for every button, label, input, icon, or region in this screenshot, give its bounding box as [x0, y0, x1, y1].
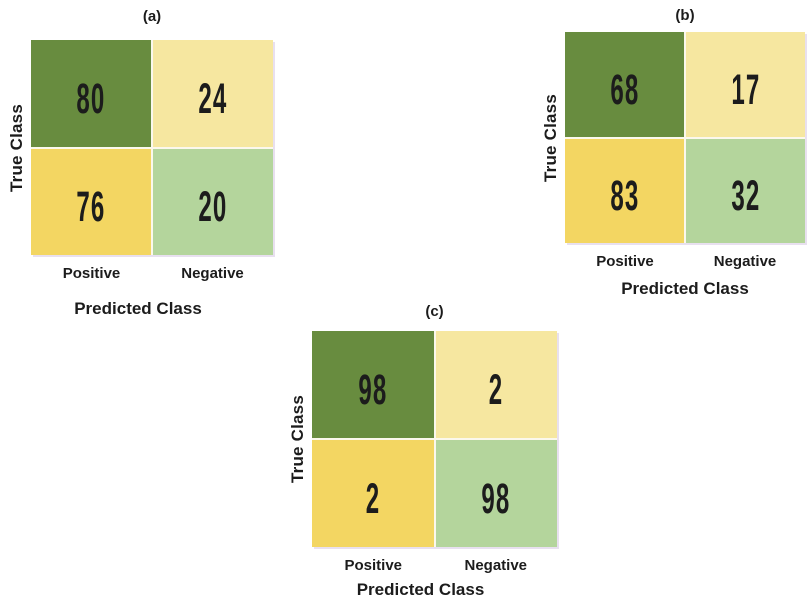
x-axis-label: Predicted Class [621, 279, 749, 298]
cell-top-left: 80 [31, 40, 151, 147]
cell-value: 98 [358, 366, 388, 414]
cell-top-right: 24 [153, 40, 273, 147]
cell-value: 83 [609, 172, 640, 221]
x-tick-labels: Positive Negative [565, 253, 805, 270]
cell-value: 76 [76, 183, 106, 232]
x-tick-labels: Positive Negative [31, 265, 273, 282]
matrix-grid: 80 24 76 20 [31, 40, 273, 255]
y-axis-label: True Class [7, 103, 26, 192]
cell-value: 80 [76, 74, 106, 123]
cell-value: 24 [198, 74, 228, 123]
panel-title: (b) [675, 7, 695, 24]
cell-value: 2 [488, 366, 504, 414]
col-label-positive: Positive [596, 253, 654, 270]
x-axis-label: Predicted Class [356, 580, 485, 599]
matrix-grid: 68 17 83 32 [565, 32, 805, 243]
cell-value: 32 [730, 172, 761, 221]
panel-title: (c) [425, 303, 444, 320]
cell-top-left: 98 [312, 331, 434, 438]
matrix-grid: 98 2 2 98 [312, 331, 557, 547]
x-axis-label: Predicted Class [74, 299, 202, 318]
col-label-positive: Positive [344, 557, 403, 574]
confusion-matrix-panel-c: (c) True Class 98 2 2 98 Positi [284, 303, 557, 600]
panel-body: True Class 68 17 83 32 [537, 32, 805, 243]
confusion-matrix-panel-b: (b) True Class 68 17 83 32 Posi [537, 7, 805, 299]
cell-value: 98 [481, 475, 511, 523]
y-axis-label: True Class [288, 395, 307, 483]
cell-top-right: 17 [686, 32, 805, 137]
col-label-negative: Negative [713, 253, 777, 270]
cell-bottom-left: 83 [565, 138, 684, 243]
col-label-positive: Positive [62, 265, 121, 282]
cell-top-right: 2 [435, 331, 557, 438]
x-tick-labels: Positive Negative [312, 557, 557, 574]
cell-bottom-right: 32 [686, 138, 805, 243]
cell-value: 17 [730, 65, 761, 114]
y-axis-label-column: True Class [537, 32, 565, 243]
cell-bottom-left: 76 [31, 148, 151, 255]
col-label-negative: Negative [181, 265, 244, 282]
cell-top-left: 68 [565, 32, 684, 137]
cell-value: 2 [365, 475, 381, 523]
cell-value: 20 [198, 183, 228, 232]
y-axis-label-column: True Class [3, 40, 31, 255]
panel-body: True Class 80 24 76 20 [3, 40, 273, 255]
cell-bottom-right: 20 [153, 148, 273, 255]
panel-body: True Class 98 2 2 98 [284, 331, 557, 547]
cell-bottom-left: 2 [312, 440, 434, 547]
cell-value: 68 [609, 65, 640, 114]
panel-title: (a) [142, 8, 162, 25]
col-label-negative: Negative [464, 557, 528, 574]
y-axis-label: True Class [541, 93, 560, 182]
confusion-matrix-panel-a: (a) True Class 80 24 76 20 Posi [3, 8, 273, 319]
cell-bottom-right: 98 [435, 440, 557, 547]
y-axis-label-column: True Class [284, 331, 312, 547]
